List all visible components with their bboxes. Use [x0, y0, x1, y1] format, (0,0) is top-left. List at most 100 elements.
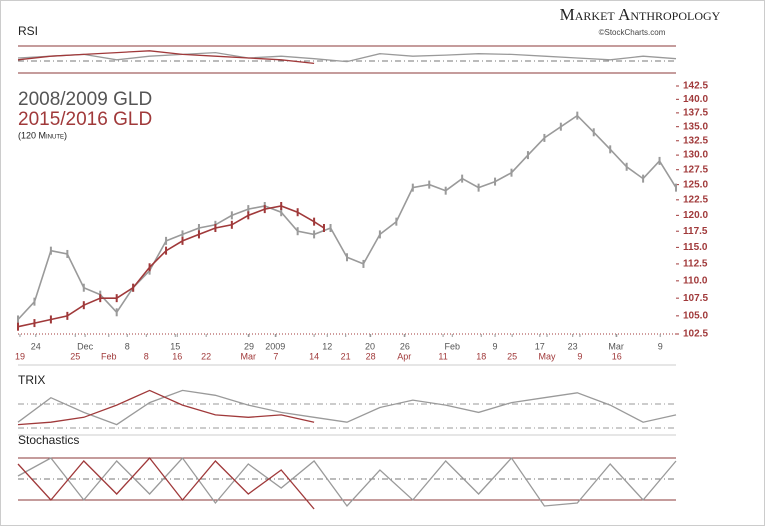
x-tick-label: 16 — [172, 351, 182, 361]
x-tick-label: 11 — [438, 351, 447, 361]
price-bar — [165, 246, 168, 255]
price-bar — [66, 311, 69, 320]
y-tick-label: 110.0 — [683, 275, 708, 286]
price-bar — [313, 230, 316, 239]
brand: Market Anthropology — [560, 5, 721, 24]
x-tick-label: 7 — [273, 351, 278, 361]
x-tick-label: 18 — [476, 351, 486, 361]
price-bar — [378, 230, 381, 239]
price-bar — [322, 224, 325, 233]
x-tick-label: May — [539, 351, 557, 361]
x-tick-label: Apr — [397, 351, 411, 361]
y-tick-label: 127.5 — [683, 164, 708, 175]
x-tick-label: Feb — [445, 341, 461, 351]
price-bar — [461, 174, 464, 183]
price-bar — [17, 322, 19, 331]
price-bar — [230, 220, 233, 229]
price-bar — [395, 217, 398, 226]
x-tick-label: 14 — [309, 351, 319, 361]
price-bar — [247, 211, 250, 220]
price-bar — [49, 315, 52, 324]
price-bar — [99, 294, 102, 303]
price-bar — [346, 253, 348, 262]
x-tick-label: 16 — [612, 351, 622, 361]
price-bar — [82, 283, 85, 292]
price-bar — [181, 230, 184, 239]
price-bar — [17, 315, 19, 324]
price-bar — [609, 145, 612, 154]
y-tick-label: 105.0 — [683, 311, 708, 322]
y-tick-label: 122.5 — [683, 194, 708, 205]
y-tick-label: 142.5 — [683, 81, 708, 92]
price-bar — [263, 205, 266, 214]
x-tick-label: Mar — [608, 341, 624, 351]
x-tick-label: Mar — [241, 351, 257, 361]
price-bar — [444, 186, 447, 195]
price-bar — [280, 202, 283, 211]
price-bar — [280, 208, 283, 217]
panel-label: TRIX — [18, 373, 45, 387]
y-tick-label: 107.5 — [683, 293, 708, 304]
y-tick-label: 115.0 — [683, 242, 708, 253]
price-bar — [428, 180, 431, 189]
y-tick-label: 135.0 — [683, 121, 708, 132]
panel-label: RSI — [18, 24, 38, 38]
price-bar — [494, 177, 497, 186]
price-bar — [362, 259, 365, 268]
x-tick-label: 15 — [170, 341, 180, 351]
y-tick-label: 112.5 — [683, 259, 708, 270]
series-line — [17, 456, 315, 510]
price-bar — [329, 224, 332, 233]
x-tick-label: 9 — [658, 341, 663, 351]
price-bar — [214, 224, 217, 233]
price-bar — [642, 174, 645, 183]
price-bar — [592, 128, 595, 137]
y-tick-label: 130.0 — [683, 150, 708, 161]
price-bar — [197, 230, 200, 239]
x-tick-label: 8 — [144, 351, 149, 361]
price-bar — [658, 156, 661, 165]
title: 2008/2009 GLD — [18, 89, 152, 110]
series-line — [17, 389, 315, 426]
credit: ©StockCharts.com — [599, 28, 666, 37]
price-bar — [675, 183, 677, 192]
price-bar — [230, 211, 233, 220]
price-bar — [115, 294, 118, 303]
x-tick-label: 20 — [365, 341, 375, 351]
price-bar — [197, 224, 200, 233]
series-line — [17, 205, 325, 328]
y-tick-label: 102.5 — [683, 329, 708, 340]
x-tick-label: 8 — [125, 341, 130, 351]
price-bar — [115, 308, 118, 317]
price-bar — [66, 249, 69, 258]
x-tick-label: 24 — [31, 341, 41, 351]
price-bar — [296, 208, 299, 217]
price-bar — [543, 133, 546, 142]
x-tick-label: 22 — [201, 351, 211, 361]
price-bar — [148, 263, 151, 272]
price-bar — [559, 122, 562, 131]
series-line — [17, 50, 315, 65]
price-bar — [313, 217, 316, 226]
price-bar — [576, 111, 579, 120]
y-tick-label: 125.0 — [683, 179, 708, 190]
price-bar — [247, 205, 250, 214]
panel-label: Stochastics — [18, 433, 79, 447]
x-tick-label: 21 — [341, 351, 351, 361]
x-tick-label: 9 — [577, 351, 582, 361]
x-tick-label: Dec — [77, 341, 94, 351]
x-tick-label: 25 — [70, 351, 80, 361]
x-tick-label: 25 — [507, 351, 517, 361]
price-bar — [165, 236, 168, 245]
y-tick-label: 137.5 — [683, 108, 708, 119]
subtitle: 2015/2016 GLD — [18, 109, 152, 130]
y-tick-label: 117.5 — [683, 226, 708, 237]
price-bar — [526, 151, 529, 160]
y-tick-label: 140.0 — [683, 94, 708, 105]
x-tick-label: Feb — [101, 351, 117, 361]
x-tick-label: 29 — [244, 341, 254, 351]
price-bar — [477, 183, 480, 192]
x-tick-label: 17 — [535, 341, 545, 351]
x-tick-label: 28 — [366, 351, 376, 361]
